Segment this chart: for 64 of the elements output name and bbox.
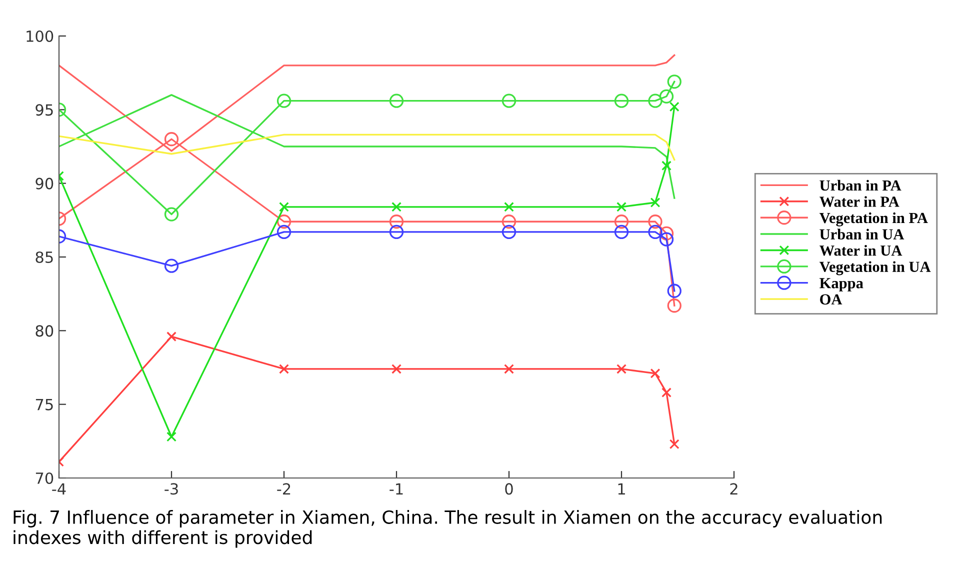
point — [667, 284, 682, 298]
point — [662, 388, 672, 398]
y-tick-label: 80 — [36, 325, 54, 337]
point — [389, 214, 404, 229]
legend-label: OA — [820, 294, 842, 305]
point — [164, 207, 179, 222]
point — [276, 224, 292, 240]
y-tick-label: 100 — [26, 30, 54, 42]
y-tick-label: 70 — [36, 472, 54, 484]
point — [164, 258, 179, 273]
point — [276, 214, 292, 229]
point — [659, 232, 674, 246]
point — [648, 224, 662, 240]
point — [669, 102, 680, 112]
point — [502, 214, 516, 229]
y-tick-label: 75 — [36, 399, 53, 410]
point — [279, 364, 289, 374]
point — [616, 202, 626, 212]
legend-label: Kappa — [820, 278, 864, 292]
x-tick-label: -4 — [52, 483, 66, 494]
x-tick-label: -3 — [164, 483, 178, 495]
x-tick-label: -1 — [390, 483, 403, 494]
point — [616, 364, 626, 374]
point — [648, 94, 662, 108]
legend-label: Water in UA — [820, 244, 902, 256]
point — [504, 202, 514, 212]
legend-label: Vegetation in UA — [819, 261, 931, 276]
point — [166, 432, 176, 442]
point — [614, 224, 629, 240]
x-tick-label: -2 — [277, 483, 290, 494]
point — [389, 224, 404, 240]
point — [667, 298, 682, 313]
x-tick-label: 0 — [505, 483, 513, 495]
legend-label: Urban in UA — [820, 228, 904, 240]
line-series — [59, 134, 676, 161]
y-tick-label: 90 — [36, 178, 54, 190]
point — [662, 160, 672, 171]
point — [392, 202, 402, 212]
point — [659, 226, 674, 241]
x-tick-label: 2 — [730, 483, 738, 494]
point — [392, 364, 402, 374]
x-tick-label: 1 — [618, 483, 625, 494]
point — [502, 94, 516, 108]
point — [650, 197, 660, 208]
point — [667, 74, 682, 89]
point — [164, 132, 179, 146]
point — [389, 94, 404, 108]
point — [659, 89, 674, 104]
point — [650, 368, 660, 378]
point — [166, 332, 176, 342]
point — [669, 439, 680, 450]
point — [279, 202, 289, 212]
point — [614, 214, 629, 229]
point — [276, 94, 292, 108]
legend-label: Water in PA — [820, 196, 900, 207]
legend-label: Vegetation in PA — [819, 212, 928, 226]
point — [502, 224, 516, 240]
legend-label: Urban in PA — [820, 180, 902, 191]
point — [504, 364, 514, 374]
point — [614, 94, 629, 108]
y-tick-label: 85 — [36, 251, 53, 264]
caption: Fig. 7 Influence of parameter in Xiamen, China. The result in Xiamen on the accuracy evaluation indexes with different is provided — [14, 510, 882, 548]
point — [648, 214, 662, 229]
y-tick-label: 95 — [36, 104, 53, 116]
